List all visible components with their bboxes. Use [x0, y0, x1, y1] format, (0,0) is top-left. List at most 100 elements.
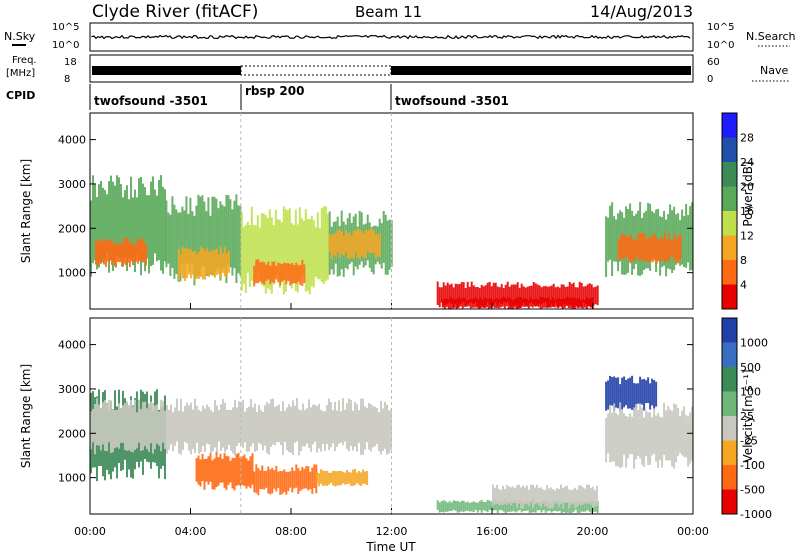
power-echo-strip	[525, 299, 528, 307]
power-colorbar: 28 24 20 16 12 8 4	[721, 112, 754, 310]
velocity-echo-strip	[526, 501, 529, 511]
power-echo-strip	[539, 297, 542, 309]
power-echo-strip	[261, 261, 264, 284]
power-echo-strip	[164, 189, 166, 262]
power-echo-strip	[316, 212, 319, 279]
power-echo-strip	[374, 234, 377, 259]
power-echo-strip	[102, 187, 104, 263]
velocity-echo-strip	[454, 501, 457, 511]
power-echo-strip	[114, 185, 116, 267]
power-echo-strip	[324, 206, 327, 282]
power-echo-strip	[263, 262, 266, 285]
velocity-echo-strip	[348, 472, 351, 484]
velocity-echo-strip	[510, 501, 513, 512]
power-echo-strip	[562, 284, 565, 305]
velocity-echo-strip	[358, 410, 360, 443]
velocity-echo-strip	[277, 471, 280, 489]
power-echo-strip	[348, 232, 351, 260]
power-echo-strip	[657, 208, 660, 261]
nsky-label: N.Sky	[4, 30, 36, 43]
velocity-echo-strip	[219, 453, 222, 483]
velocity-echo-strip	[227, 456, 230, 485]
velocity-echo-strip	[440, 501, 443, 512]
power-echo-strip	[611, 202, 614, 277]
power-echo-strip	[265, 264, 268, 281]
power-echo-strip	[521, 298, 524, 307]
power-echo-strip	[574, 287, 577, 307]
velocity-echo-strip	[384, 401, 386, 449]
power-echo-strip	[137, 238, 139, 264]
velocity-echo-strip	[512, 486, 514, 504]
velocity-echo-strip	[104, 400, 106, 451]
velocity-echo-strip	[518, 500, 521, 511]
velocity-echo-strip	[100, 407, 102, 451]
velocity-echo-strip	[138, 400, 140, 443]
power-echo-strip	[577, 298, 580, 308]
power-colorbar-tick: 4	[740, 279, 747, 292]
power-echo-strip	[237, 205, 240, 274]
power-echo-strip	[279, 263, 282, 286]
velocity-echo-strip	[338, 400, 340, 444]
power-colorbar-swatch	[722, 186, 737, 211]
velocity-echo-strip	[472, 501, 475, 512]
power-echo-strip	[165, 200, 168, 268]
power-echo-strip	[205, 211, 208, 276]
velocity-echo-strip	[592, 486, 594, 508]
power-echo-strip	[326, 213, 329, 280]
power-echo-strip	[133, 244, 135, 262]
power-echo-strip	[485, 298, 488, 308]
power-colorbar-swatch	[722, 235, 737, 260]
power-echo-strip	[524, 287, 527, 306]
nsky-tick-top: 10^5	[52, 22, 79, 33]
velocity-echo-strip	[328, 398, 330, 450]
power-echo-strip	[310, 215, 313, 287]
power-echo-strip	[510, 284, 513, 307]
power-echo-strip	[143, 241, 145, 262]
velocity-echo-strip	[356, 472, 359, 484]
velocity-echo-strip	[285, 471, 288, 495]
velocity-echo-strip	[247, 460, 250, 487]
power-echo-strip	[130, 176, 132, 259]
velocity-echo-strip	[669, 409, 672, 461]
velocity-echo-strip	[542, 489, 544, 504]
power-echo-strip	[296, 224, 299, 293]
power-echo-strip	[502, 288, 505, 303]
velocity-echo-strip	[460, 500, 463, 512]
velocity-echo-strip	[312, 404, 314, 445]
power-echo-strip	[591, 297, 594, 309]
velocity-echo-strip	[689, 412, 692, 464]
velocity-echo-strip	[316, 406, 318, 453]
velocity-echo-strip	[112, 409, 114, 453]
power-echo-strip	[364, 230, 367, 259]
power-echo-strip	[199, 246, 202, 276]
power-echo-strip	[576, 287, 579, 308]
velocity-echo-strip	[498, 488, 500, 506]
power-echo-strip	[179, 212, 182, 282]
freq-panel: Freq. [MHz] 18 8 60 0 Nave	[6, 54, 790, 85]
velocity-echo-strip	[528, 489, 530, 507]
velocity-echo-strip	[683, 406, 686, 457]
velocity-echo-strip	[188, 405, 190, 451]
velocity-y-tick-label: 2000	[58, 427, 86, 440]
power-echo-strip	[181, 206, 184, 265]
velocity-echo-strip	[444, 501, 447, 512]
velocity-echo-strip	[264, 405, 266, 446]
velocity-echo-strip	[326, 405, 328, 445]
velocity-echo-strip	[653, 380, 656, 410]
velocity-echo-strip	[108, 410, 110, 475]
velocity-echo-strip	[210, 410, 212, 454]
velocity-echo-strip	[252, 407, 254, 444]
power-echo-strip	[546, 286, 549, 307]
velocity-colorbar-swatch	[722, 391, 737, 416]
power-echo-strip	[100, 181, 102, 264]
velocity-echo-strip	[490, 501, 493, 511]
power-echo-strip	[115, 243, 117, 268]
velocity-echo-strip	[366, 408, 368, 443]
velocity-echo-strip	[208, 406, 210, 445]
velocity-echo-strip	[584, 488, 586, 504]
power-echo-strip	[213, 250, 216, 278]
power-echo-strip	[181, 247, 184, 279]
freq-band-seg-2	[240, 65, 392, 76]
cpid-label: CPID	[6, 89, 35, 102]
power-echo-strip	[199, 196, 202, 277]
